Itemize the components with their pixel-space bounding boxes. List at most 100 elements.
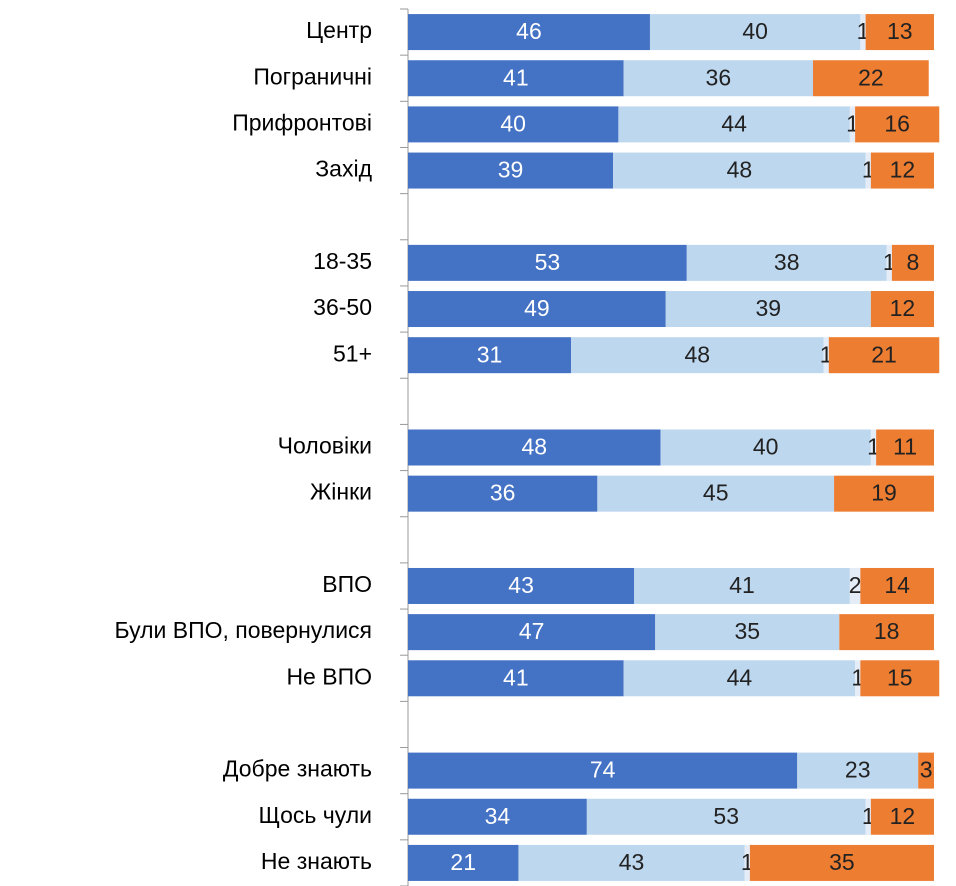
bar-segment (665, 291, 871, 328)
value-label: 48 (727, 157, 753, 183)
bar-segment (408, 844, 519, 881)
category-label: Не знають (261, 848, 372, 874)
value-label: 36 (490, 480, 516, 506)
value-label: 40 (753, 434, 779, 460)
category-label: 51+ (333, 340, 372, 366)
bar-segment (408, 337, 572, 374)
value-label: 21 (871, 341, 897, 367)
bar-segment (408, 567, 635, 604)
bar-segment (828, 337, 940, 374)
bar-segment (855, 106, 940, 143)
category-label: Жінки (310, 479, 372, 505)
bar-segment (876, 429, 934, 466)
bar-segment (660, 429, 871, 466)
bar-segment (823, 337, 829, 374)
bar-segment (618, 106, 850, 143)
bar-segment (849, 567, 861, 604)
value-label: 47 (519, 618, 545, 644)
value-label: 2 (849, 572, 862, 598)
value-label: 44 (727, 664, 753, 690)
bar-segment (655, 614, 840, 651)
value-label: 39 (498, 157, 524, 183)
value-label: 40 (500, 110, 526, 136)
category-label: ВПО (322, 571, 372, 597)
value-label: 44 (721, 110, 747, 136)
value-label: 41 (729, 572, 755, 598)
bar-segment (408, 752, 798, 789)
value-label: 45 (703, 480, 729, 506)
bar-segment (408, 14, 650, 51)
value-label: 49 (524, 295, 550, 321)
category-label: 18-35 (313, 248, 372, 274)
category-label: Чоловіки (278, 433, 372, 459)
bar-segment (408, 291, 666, 328)
value-label: 11 (893, 434, 917, 460)
value-label: 35 (734, 618, 760, 644)
bar-segment (597, 475, 835, 512)
value-label: 23 (845, 757, 871, 783)
bar-segment (865, 152, 871, 189)
value-label: 31 (477, 341, 503, 367)
value-label: 53 (535, 249, 561, 275)
value-label: 38 (774, 249, 800, 275)
bar-segment (408, 106, 619, 143)
value-label: 35 (829, 849, 855, 875)
bar-segment (839, 614, 934, 651)
bar-segment (834, 475, 934, 512)
category-label: Центр (306, 17, 372, 43)
bar-segment (408, 798, 587, 835)
value-label: 43 (508, 572, 534, 598)
category-label: Добре знають (223, 756, 372, 782)
category-label: Прифронтові (232, 109, 372, 135)
value-label: 12 (890, 803, 916, 829)
bar-segment (408, 429, 661, 466)
bar-segment (408, 614, 656, 651)
value-label: 53 (713, 803, 739, 829)
category-label: Щось чули (259, 802, 372, 828)
bar-segment (623, 660, 856, 697)
bar-segment (865, 798, 871, 835)
value-label: 39 (756, 295, 782, 321)
bar-segment (870, 291, 934, 328)
category-label: Не ВПО (286, 663, 372, 689)
value-label: 34 (485, 803, 511, 829)
category-label: Були ВПО, повернулися (115, 617, 373, 643)
bar-segment (408, 660, 624, 697)
bar-segment (408, 475, 598, 512)
bar-segment (518, 844, 745, 881)
value-label: 8 (907, 249, 920, 275)
bar-segment (918, 752, 934, 789)
bar-segment (686, 244, 887, 281)
bar-segment (870, 429, 877, 466)
value-label: 12 (890, 157, 916, 183)
value-label: 48 (521, 434, 547, 460)
value-label: 16 (884, 110, 910, 136)
value-label: 12 (890, 295, 916, 321)
value-label: 19 (871, 480, 897, 506)
bar-segment (749, 844, 934, 881)
bar-segment (865, 14, 934, 51)
bar-segment (744, 844, 750, 881)
bar-segment (408, 244, 687, 281)
value-label: 48 (685, 341, 711, 367)
bar-segment (623, 60, 814, 97)
bar-segment (613, 152, 866, 189)
bar-segment (886, 244, 892, 281)
value-label: 36 (706, 64, 732, 90)
value-label: 74 (590, 757, 616, 783)
bar-segment (797, 752, 919, 789)
bar-segment (634, 567, 850, 604)
bar-segment (855, 660, 861, 697)
value-label: 3 (920, 757, 933, 783)
value-label: 43 (619, 849, 645, 875)
bar-segment (870, 798, 934, 835)
bar-segment (408, 60, 624, 97)
value-label: 18 (874, 618, 900, 644)
bar-segment (649, 14, 861, 51)
bar-segment (870, 152, 934, 189)
bar-segment (860, 567, 934, 604)
value-label: 13 (887, 18, 913, 44)
value-label: 41 (503, 664, 529, 690)
value-label: 21 (450, 849, 476, 875)
